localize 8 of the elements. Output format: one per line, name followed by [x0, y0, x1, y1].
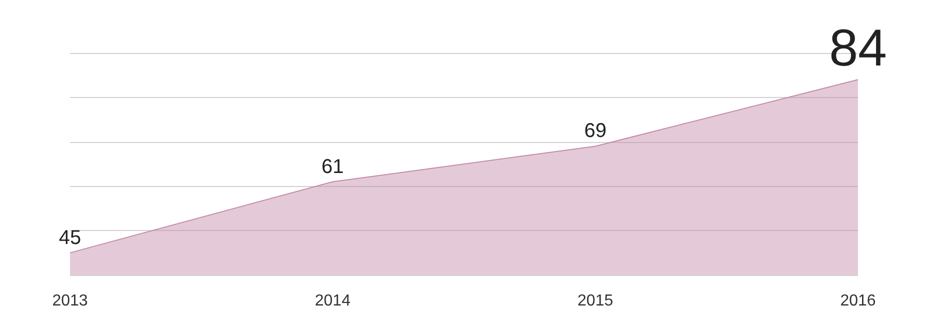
- x-tick-label: 2013: [52, 292, 88, 310]
- data-label: 84: [829, 20, 887, 78]
- x-tick-label: 2014: [314, 292, 351, 310]
- data-label: 45: [58, 226, 82, 249]
- x-tick-label: 2015: [578, 292, 614, 310]
- data-label: 69: [584, 120, 606, 142]
- x-tick-label: 2016: [840, 292, 876, 310]
- data-label: 61: [322, 156, 344, 178]
